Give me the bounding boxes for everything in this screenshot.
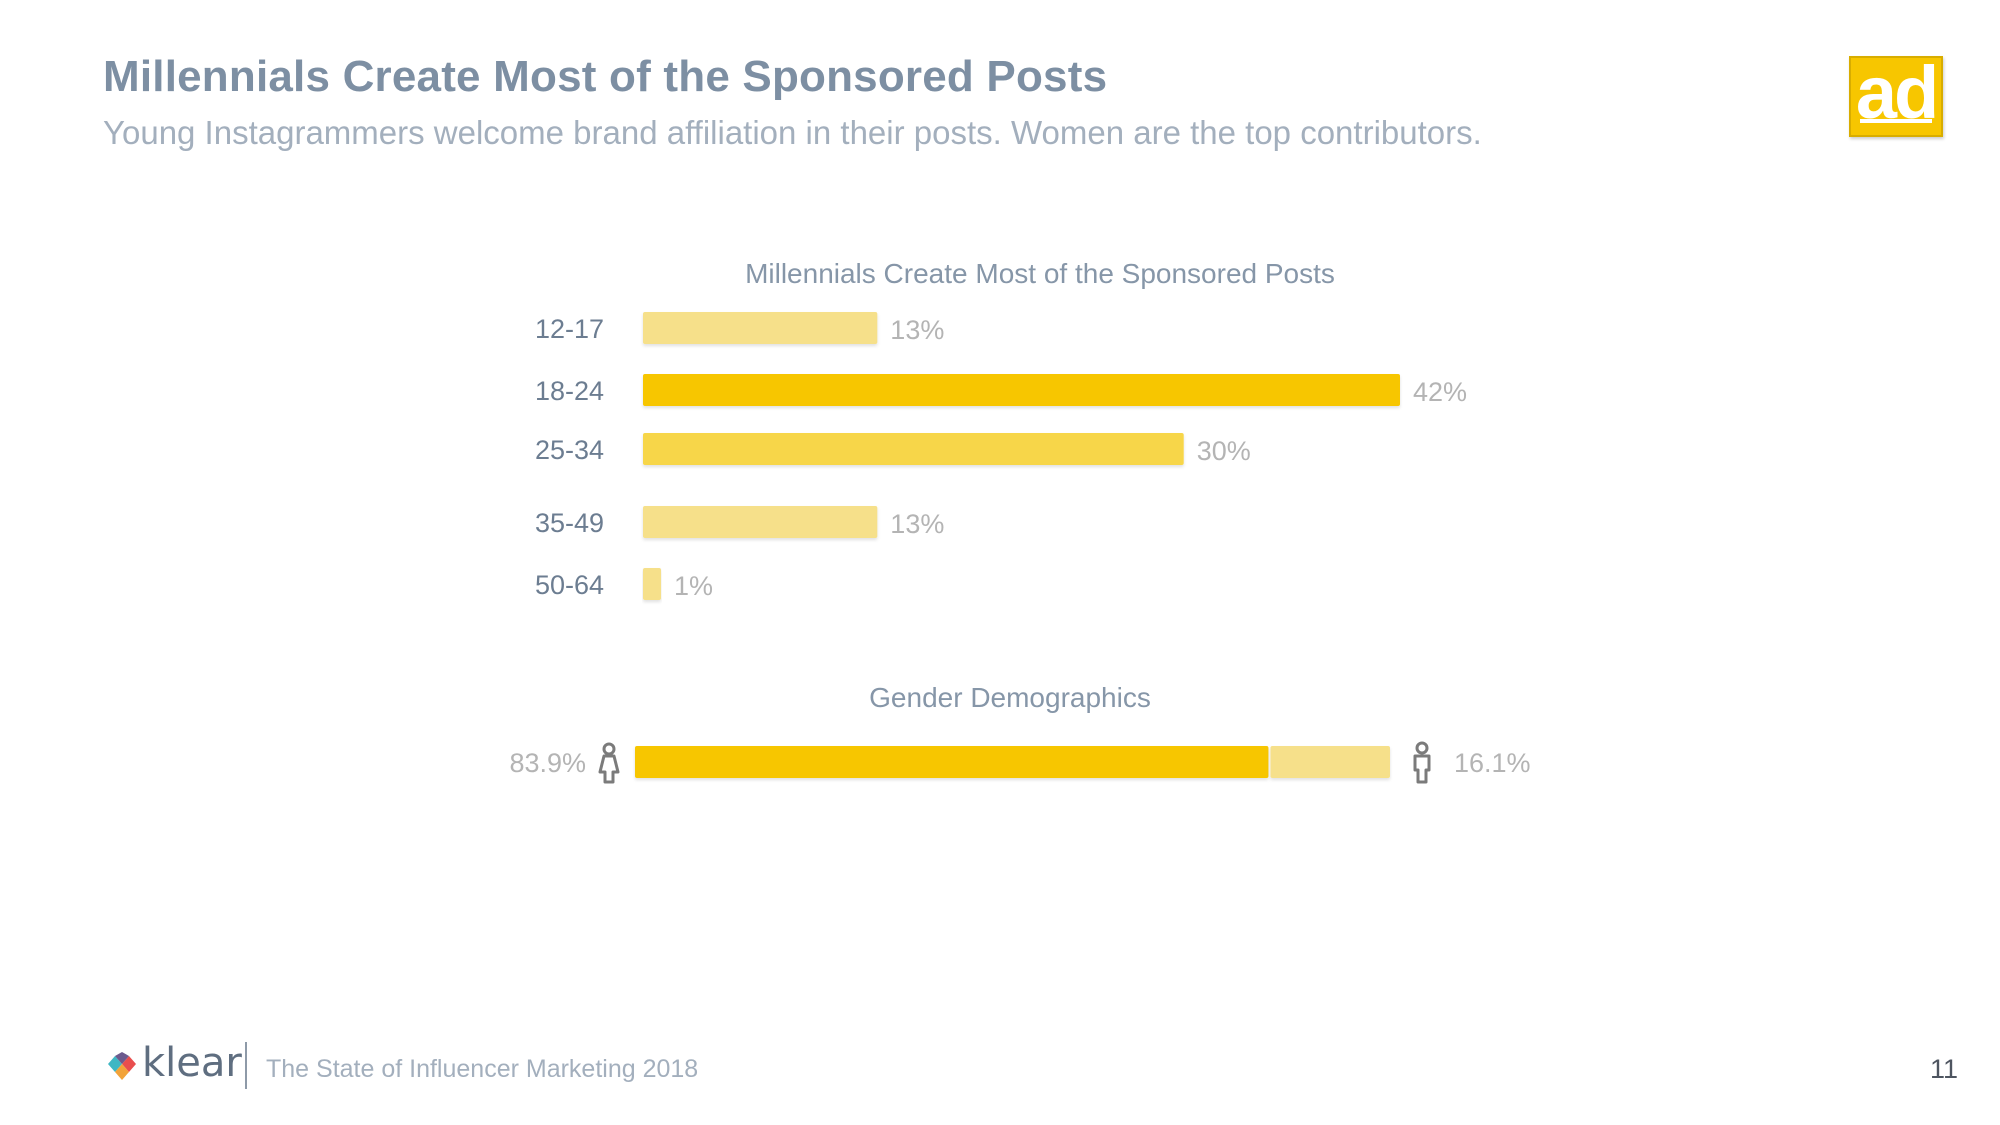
female-share-label: 83.9% <box>509 748 586 778</box>
footer-brand: klear <box>142 1040 242 1086</box>
female-icon <box>598 742 620 784</box>
category-label: 18-24 <box>535 376 604 406</box>
bar <box>643 433 1184 465</box>
age-bars: 12-17 13% 18-24 42% 25-34 30% 35-49 13% 50-64 1% <box>535 312 1467 601</box>
age-chart-title: Millennials Create Most of the Sponsored… <box>745 258 1335 289</box>
male-icon <box>1413 741 1431 784</box>
bar <box>643 312 878 344</box>
data-label: 1% <box>674 571 713 601</box>
klear-logo-icon <box>108 1052 136 1080</box>
gender-chart-title: Gender Demographics <box>869 682 1151 713</box>
category-label: 12-17 <box>535 314 604 344</box>
ad-badge-icon: ad <box>1849 51 1943 137</box>
data-label: 13% <box>890 509 944 539</box>
category-label: 50-64 <box>535 570 604 600</box>
chart-canvas: 12-17 13%18-24 42%25-34 30%35-49 13%50-64 1% … <box>509 312 1531 784</box>
bar <box>643 374 1400 406</box>
category-label: 25-34 <box>535 435 604 465</box>
page-title: Millennials Create Most of the Sponsored… <box>103 52 1108 101</box>
footer-report-title: The State of Influencer Marketing 2018 <box>266 1055 699 1083</box>
data-label: 42% <box>1413 377 1467 407</box>
page-subtitle: Young Instagrammers welcome brand affili… <box>103 114 1482 151</box>
bar <box>643 568 662 600</box>
data-label: 30% <box>1197 436 1251 466</box>
page-number: 11 <box>1930 1054 1959 1084</box>
category-label: 35-49 <box>535 508 604 538</box>
gender-bars: 83.9% 16.1% <box>509 741 1531 784</box>
footer-divider <box>245 1042 247 1089</box>
gender-bar-segment <box>635 746 1269 778</box>
data-label: 13% <box>890 315 944 345</box>
gender-bar-segment <box>1270 746 1390 778</box>
male-share-label: 16.1% <box>1454 748 1531 778</box>
bar <box>643 506 878 538</box>
